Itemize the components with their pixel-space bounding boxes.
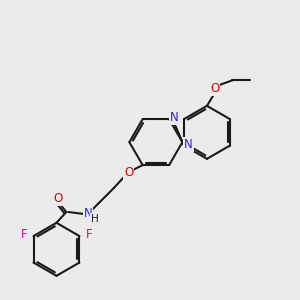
Text: N: N bbox=[83, 208, 92, 220]
Text: F: F bbox=[20, 228, 27, 241]
Text: F: F bbox=[86, 228, 92, 241]
Text: O: O bbox=[54, 192, 63, 205]
Text: H: H bbox=[91, 214, 99, 224]
Text: O: O bbox=[210, 82, 219, 95]
Text: N: N bbox=[184, 138, 193, 151]
Text: O: O bbox=[124, 167, 134, 179]
Text: N: N bbox=[170, 111, 178, 124]
